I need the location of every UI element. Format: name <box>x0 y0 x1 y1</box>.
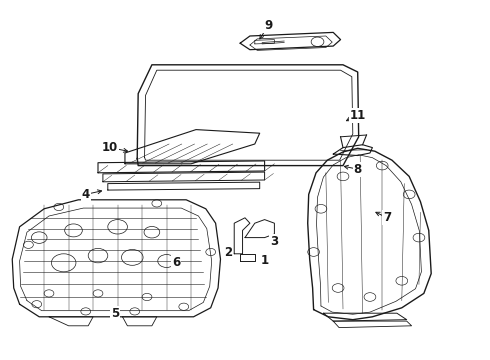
Text: 11: 11 <box>349 109 366 122</box>
Text: 10: 10 <box>102 141 119 154</box>
Text: 5: 5 <box>111 307 119 320</box>
Text: 6: 6 <box>172 256 180 269</box>
Text: 2: 2 <box>224 246 232 258</box>
Text: 4: 4 <box>82 188 90 201</box>
Text: 9: 9 <box>265 19 272 32</box>
Text: 1: 1 <box>261 255 269 267</box>
Text: 7: 7 <box>383 211 391 224</box>
Text: 8: 8 <box>354 163 362 176</box>
Text: 3: 3 <box>270 235 278 248</box>
